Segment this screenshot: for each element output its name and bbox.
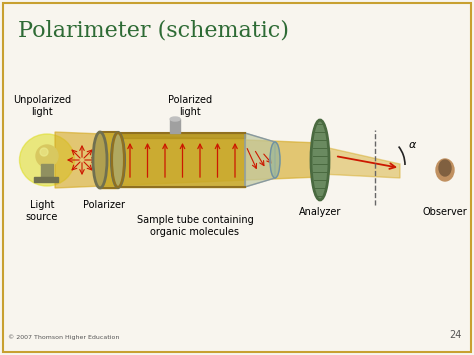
Bar [170, 119, 180, 133]
Text: Sample tube containing
organic molecules: Sample tube containing organic molecules [137, 215, 254, 236]
Ellipse shape [439, 160, 451, 176]
Ellipse shape [111, 132, 125, 188]
Ellipse shape [19, 134, 74, 186]
Bar [41, 164, 53, 178]
Text: Polarimeter (schematic): Polarimeter (schematic) [18, 20, 289, 42]
Bar [34, 177, 58, 182]
Text: Analyzer: Analyzer [299, 207, 341, 217]
Text: Polarizer: Polarizer [83, 200, 125, 210]
Ellipse shape [170, 117, 180, 121]
Ellipse shape [36, 145, 58, 167]
Text: 24: 24 [450, 330, 462, 340]
Polygon shape [55, 132, 320, 188]
Ellipse shape [40, 148, 48, 156]
Ellipse shape [436, 159, 454, 181]
Text: Unpolarized
light: Unpolarized light [13, 95, 71, 116]
Text: $\alpha$: $\alpha$ [408, 140, 417, 150]
Ellipse shape [311, 120, 329, 200]
Polygon shape [100, 132, 118, 188]
Text: Light
source: Light source [26, 200, 58, 222]
Polygon shape [320, 146, 400, 178]
Ellipse shape [112, 133, 124, 187]
Polygon shape [245, 133, 275, 187]
Text: © 2007 Thomson Higher Education: © 2007 Thomson Higher Education [8, 334, 119, 340]
Polygon shape [118, 133, 245, 187]
Ellipse shape [270, 142, 280, 178]
Text: Polarized
light: Polarized light [168, 95, 212, 116]
Text: Observer: Observer [423, 207, 467, 217]
Ellipse shape [93, 132, 107, 188]
Polygon shape [118, 133, 245, 138]
